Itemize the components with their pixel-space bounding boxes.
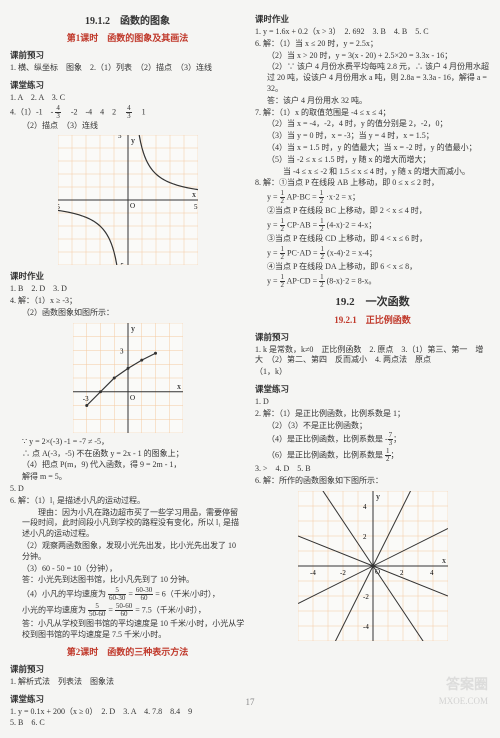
hw-line: （2）函数图象如图所示： [10, 308, 245, 319]
lines-chart: xyO-4-224-4-224 [298, 491, 448, 641]
hw-line: 1. B 2. D 3. D [10, 284, 245, 295]
in3-line: 2. 解：（1）是正比例函数，比例系数是 1； [255, 409, 490, 420]
pre2-line: 1. 解析式法 列表法 图象法 [10, 677, 245, 688]
hyperbola-chart: x y O -5 5 5 -5 [58, 135, 198, 265]
hw2-header: 课时作业 [255, 13, 490, 25]
hw-line: （3）60 - 50 = 10（分钟）， [10, 564, 245, 575]
inclass-answers: 1. A 2. A 3. C [10, 93, 245, 104]
r-line: ③当点 P 在线段 CD 上移动，即 4 < x ≤ 6 时， [255, 234, 490, 245]
right-column: 课时作业 1. y = 1.6x + 0.2（x > 3） 2. 692 3. … [255, 8, 490, 730]
pre3-line: 1. k 是常数，k≠0 正比例函数 2. 原点 3.（1）第三、第一 增大 （… [255, 345, 490, 367]
svg-text:O: O [130, 202, 135, 210]
left-column: 19.1.2 函数的图象 第1课时 函数的图象及其画法 课前预习 1. 横、纵坐… [10, 8, 245, 730]
watermark-url: MXOE.COM [439, 696, 488, 706]
hw-line: （4）小凡的平均速度为 560-30 = 60-3060 = 6（千米/小时）， [10, 587, 245, 602]
sqrt-chart: x y O -3 3 [73, 323, 183, 433]
hw-line: 6. 解：（1）l₁ 是描述小凡的运动过程。 [10, 496, 245, 507]
preclass-line: 1. 横、纵坐标 图象 2.（1）列表 （2）描点 （3）连线 [10, 63, 245, 74]
hw-line: 5. D [10, 484, 245, 495]
r-line: （4）当 x = 1.5 时，y 的值最大；当 x = -2 时，y 的值最小； [255, 143, 490, 154]
in3-line: 3. > 4. D 5. B [255, 464, 490, 475]
svg-text:4: 4 [363, 503, 367, 511]
fraction: 43 [55, 105, 61, 120]
svg-text:y: y [131, 136, 135, 145]
hw-line: 答：小凡从学校到图书馆的平均速度是 10 千米/小时，小光从学校到图书馆的平均速… [10, 619, 245, 641]
svg-text:y: y [131, 324, 135, 333]
r-line: （2）当 x > 20 时，y = 3(x - 20) + 2.5×20 = 3… [255, 51, 490, 62]
in3-line: （4）是正比例函数，比例系数是 -73； [255, 432, 490, 447]
svg-text:-4: -4 [310, 569, 316, 577]
fraction: 43 [126, 105, 132, 120]
r-line: 当 -4 ≤ x ≤ -2 和 1.5 ≤ x ≤ 4 时，y 随 x 的增大而… [255, 167, 490, 178]
page-number: 17 [246, 697, 255, 707]
r-line: 8. 解：①当点 P 在线段 AB 上移动，即 0 ≤ x ≤ 2 时， [255, 178, 490, 189]
in2-line: 1. y = 0.1x + 200（x ≥ 0） 2. D 3. A 4. 7.… [10, 707, 245, 718]
svg-text:2: 2 [400, 569, 404, 577]
r-line: 1. y = 1.6x + 0.2（x > 3） 2. 692 3. B 4. … [255, 27, 490, 38]
svg-text:x: x [442, 556, 446, 565]
hw-line: ∴ 点 A(-3，-5) 不在函数 y = 2x - 1 的图象上； [10, 449, 245, 460]
inclass-line: （2）描点 （3）连线 [10, 121, 245, 132]
sec-19-2-1-title: 19.2.1 正比例函数 [255, 313, 490, 326]
r-line: 7. 解：（1）x 的取值范围是 -4 ≤ x ≤ 4； [255, 108, 490, 119]
hw-line: 答：小光先到达图书馆，比小凡先到了 10 分钟。 [10, 575, 245, 586]
svg-text:x: x [177, 382, 181, 391]
preclass-header: 课前预习 [10, 49, 245, 61]
inclass-4: 4.（1）-1 - 43 -2 -4 4 2 43 1 [10, 105, 245, 120]
svg-text:5: 5 [194, 203, 198, 211]
hw-line: 4. 解：（1）x ≥ -3； [10, 296, 245, 307]
lesson-title: 第1课时 函数的图象及其画法 [10, 31, 245, 44]
inclass-header: 课堂练习 [10, 79, 245, 91]
sec-19-2-title: 19.2 一次函数 [255, 293, 490, 309]
svg-text:5: 5 [118, 135, 122, 140]
watermark: 答案圈 [446, 674, 488, 694]
r-eq: y = 12 CP·AB = 12 (4-x)·2 = 4-x； [255, 218, 490, 233]
section-title: 19.1.2 函数的图象 [10, 12, 245, 27]
r-line: ④当点 P 在线段 DA 上移动，即 6 < x ≤ 8， [255, 262, 490, 273]
svg-text:-2: -2 [340, 569, 346, 577]
svg-text:-4: -4 [363, 623, 369, 631]
hw-line: （4）把点 P(m，9) 代入函数，得 9 = 2m - 1， [10, 460, 245, 471]
preclass-header-2: 课前预习 [10, 663, 245, 675]
hw-line: 解得 m = 5。 [10, 472, 245, 483]
svg-text:-5: -5 [58, 203, 60, 211]
svg-text:-5: -5 [118, 262, 124, 265]
in3-line: （6）是正比例函数，比例系数是 12； [255, 448, 490, 463]
svg-text:O: O [130, 394, 135, 402]
hw-line: 理由：因为小凡在路边超市买了一些学习用品，需要停留一段时间，此时间段小凡到学校的… [10, 508, 245, 540]
hw-line: ∵ y = 2×(-3) -1 = -7 ≠ -5， [10, 437, 245, 448]
in3-line: （2）（3）不是正比例函数； [255, 421, 490, 432]
hw-line: 小光的平均速度为 550-60 = 50-6060 = 7.5（千米/小时）， [10, 603, 245, 618]
svg-text:-3: -3 [82, 395, 88, 403]
inclass-header-2: 课堂练习 [10, 693, 245, 705]
r-line: （3）当 y = 0 时，x = -3；当 y = 4 时，x = 1.5； [255, 131, 490, 142]
r-line: （2）当 x = -4，-2，4 时，y 的值分别是 2，-2，0； [255, 119, 490, 130]
r-eq: y = 12 PC·AD = 12 (x-4)·2 = x-4； [255, 246, 490, 261]
svg-text:2: 2 [363, 533, 367, 541]
r-line: （5）当 -2 ≤ x ≤ 1.5 时，y 随 x 的增大而增大； [255, 155, 490, 166]
svg-text:4: 4 [430, 569, 434, 577]
svg-text:x: x [192, 190, 196, 199]
in2-line: 5. B 6. C [10, 718, 245, 729]
in3-line: 1. D [255, 397, 490, 408]
r-line: 答：该户 4 月份用水 32 吨。 [255, 96, 490, 107]
pre3-line: （1，k） [255, 367, 490, 378]
hw-line: （2）观察两函数图象，发现小光先出发，比小光先出发了 10 分钟。 [10, 541, 245, 563]
r-eq: y = 12 AP·CD = 12 (8-x)·2 = 8-x。 [255, 274, 490, 289]
r-line: 6. 解：（1）当 x ≤ 20 时，y = 2.5x； [255, 39, 490, 50]
hw-header: 课时作业 [10, 270, 245, 282]
r-line: （2）∵ 该户 4 月份水费平均每吨 2.8 元，∴ 该户 4 月份用水超过 2… [255, 62, 490, 94]
pre3-header: 课前预习 [255, 331, 490, 343]
r-eq: y = 12 AP·BC = 12 ·x·2 = x； [255, 190, 490, 205]
in3-header: 课堂练习 [255, 383, 490, 395]
svg-text:y: y [376, 492, 380, 501]
r-line: ②当点 P 在线段 BC 上移动，即 2 < x ≤ 4 时， [255, 206, 490, 217]
svg-text:-2: -2 [363, 593, 369, 601]
in3-line: 6. 解：所作的函数图象如下图所示： [255, 476, 490, 487]
svg-text:3: 3 [120, 347, 124, 355]
lesson-title-2: 第2课时 函数的三种表示方法 [10, 645, 245, 658]
